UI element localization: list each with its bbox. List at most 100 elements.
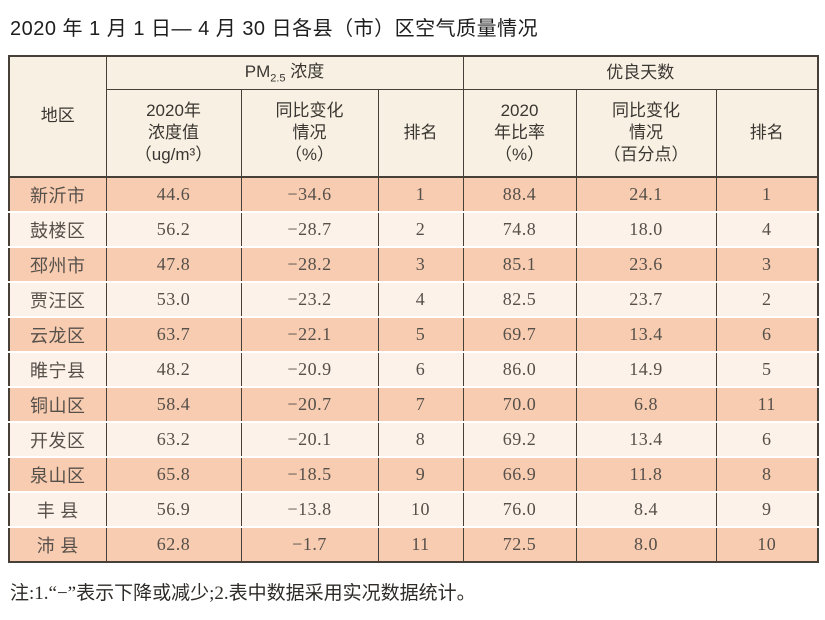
cell-region: 开发区 — [8, 421, 107, 457]
cell-region: 鼓楼区 — [8, 211, 107, 247]
cell-pm-rank: 9 — [377, 456, 464, 492]
pm25-label-suffix: 浓度 — [285, 61, 325, 81]
cell-region: 泉山区 — [8, 456, 107, 492]
cell-good-rate: 86.0 — [462, 351, 577, 387]
cell-pm-value: 44.6 — [105, 176, 242, 212]
cell-good-rate: 74.8 — [462, 211, 577, 247]
cell-pm-value: 56.9 — [105, 491, 242, 527]
table-footnote: 注:1.“−”表示下降或减少;2.表中数据采用实况数据统计。 — [10, 583, 476, 604]
cell-good-change: 14.9 — [575, 351, 717, 387]
cell-pm-value: 63.7 — [105, 316, 242, 352]
header-sub-row: 2020年 浓度值 （ug/m³） 同比变化 情况 （%） 排名 2020 年比… — [9, 89, 819, 178]
cell-good-rank: 8 — [715, 456, 819, 492]
header-pm-value: 2020年 浓度值 （ug/m³） — [105, 89, 242, 178]
header-good-rank: 排名 — [715, 89, 819, 178]
cell-pm-change: −22.1 — [240, 316, 379, 352]
cell-pm-rank: 1 — [377, 176, 464, 212]
cell-good-rate: 88.4 — [462, 176, 577, 212]
header-good-change: 同比变化 情况 （百分点） — [575, 89, 717, 178]
cell-good-change: 8.4 — [575, 491, 717, 527]
cell-pm-change: −13.8 — [240, 491, 379, 527]
table-header: 地区 PM2.5 浓度 优良天数 2020年 浓度值 （ug/m³） 同比变化 … — [8, 55, 819, 178]
cell-good-change: 11.8 — [575, 456, 717, 492]
cell-good-rank: 4 — [715, 211, 819, 247]
cell-pm-rank: 6 — [377, 351, 464, 387]
cell-region: 睢宁县 — [8, 351, 107, 387]
cell-good-change: 13.4 — [575, 421, 717, 457]
pm25-label-subscript: 2.5 — [270, 72, 286, 85]
cell-pm-rank: 2 — [377, 211, 464, 247]
table-row: 邳州市 47.8 −28.2 3 85.1 23.6 3 — [8, 246, 819, 282]
cell-pm-value: 62.8 — [105, 526, 242, 562]
table-body: 新沂市 44.6 −34.6 1 88.4 24.1 1 鼓楼区 56.2 −2… — [8, 176, 819, 562]
table-row: 泉山区 65.8 −18.5 9 66.9 11.8 8 — [8, 456, 819, 492]
cell-pm-rank: 11 — [377, 526, 464, 562]
cell-pm-value: 65.8 — [105, 456, 242, 492]
cell-pm-rank: 4 — [377, 281, 464, 317]
cell-region: 沛 县 — [8, 526, 107, 562]
cell-good-rate: 85.1 — [462, 246, 577, 282]
cell-good-rank: 11 — [715, 386, 819, 422]
cell-pm-change: −23.2 — [240, 281, 379, 317]
cell-good-change: 6.8 — [575, 386, 717, 422]
cell-good-rank: 10 — [715, 526, 819, 562]
cell-good-change: 18.0 — [575, 211, 717, 247]
cell-good-rank: 2 — [715, 281, 819, 317]
cell-pm-value: 63.2 — [105, 421, 242, 457]
cell-good-rank: 6 — [715, 421, 819, 457]
cell-good-rank: 3 — [715, 246, 819, 282]
cell-good-change: 23.7 — [575, 281, 717, 317]
cell-region: 新沂市 — [8, 176, 107, 212]
table-row: 贾汪区 53.0 −23.2 4 82.5 23.7 2 — [8, 281, 819, 317]
cell-good-rate: 69.7 — [462, 316, 577, 352]
cell-pm-change: −28.2 — [240, 246, 379, 282]
cell-good-rate: 72.5 — [462, 526, 577, 562]
cell-good-rate: 82.5 — [462, 281, 577, 317]
cell-region: 贾汪区 — [8, 281, 107, 317]
cell-good-change: 8.0 — [575, 526, 717, 562]
cell-good-rank: 6 — [715, 316, 819, 352]
cell-pm-rank: 5 — [377, 316, 464, 352]
pm25-label-prefix: PM — [244, 61, 271, 81]
header-group-good-days: 优良天数 — [462, 55, 819, 90]
cell-good-rank: 9 — [715, 491, 819, 527]
cell-region: 云龙区 — [8, 316, 107, 352]
table-row: 云龙区 63.7 −22.1 5 69.7 13.4 6 — [8, 316, 819, 352]
table-row: 鼓楼区 56.2 −28.7 2 74.8 18.0 4 — [8, 211, 819, 247]
cell-good-change: 23.6 — [575, 246, 717, 282]
page-title: 2020 年 1 月 1 日— 4 月 30 日各县（市）区空气质量情况 — [10, 18, 539, 40]
table-row: 铜山区 58.4 −20.7 7 70.0 6.8 11 — [8, 386, 819, 422]
cell-good-rate: 76.0 — [462, 491, 577, 527]
cell-good-rank: 5 — [715, 351, 819, 387]
cell-pm-rank: 10 — [377, 491, 464, 527]
cell-region: 丰 县 — [8, 491, 107, 527]
cell-region: 铜山区 — [8, 386, 107, 422]
table-row: 沛 县 62.8 −1.7 11 72.5 8.0 10 — [8, 526, 819, 562]
cell-pm-value: 56.2 — [105, 211, 242, 247]
cell-good-rank: 1 — [715, 176, 819, 212]
cell-pm-change: −18.5 — [240, 456, 379, 492]
cell-pm-rank: 8 — [377, 421, 464, 457]
cell-pm-value: 48.2 — [105, 351, 242, 387]
air-quality-table: 地区 PM2.5 浓度 优良天数 2020年 浓度值 （ug/m³） 同比变化 … — [8, 55, 820, 563]
cell-pm-rank: 7 — [377, 386, 464, 422]
header-group-pm25: PM2.5 浓度 — [105, 55, 464, 90]
cell-pm-change: −20.9 — [240, 351, 379, 387]
cell-pm-change: −34.6 — [240, 176, 379, 212]
cell-good-change: 13.4 — [575, 316, 717, 352]
cell-good-rate: 70.0 — [462, 386, 577, 422]
header-group-row: 地区 PM2.5 浓度 优良天数 — [8, 55, 819, 178]
table-row: 新沂市 44.6 −34.6 1 88.4 24.1 1 — [8, 176, 819, 212]
header-pm-rank: 排名 — [377, 89, 464, 178]
cell-region: 邳州市 — [8, 246, 107, 282]
cell-good-rate: 69.2 — [462, 421, 577, 457]
cell-pm-value: 53.0 — [105, 281, 242, 317]
table-row: 开发区 63.2 −20.1 8 69.2 13.4 6 — [8, 421, 819, 457]
cell-pm-change: −20.7 — [240, 386, 379, 422]
header-good-rate: 2020 年比率 （%） — [462, 89, 577, 178]
cell-pm-value: 58.4 — [105, 386, 242, 422]
cell-pm-value: 47.8 — [105, 246, 242, 282]
cell-pm-rank: 3 — [377, 246, 464, 282]
cell-pm-change: −1.7 — [240, 526, 379, 562]
